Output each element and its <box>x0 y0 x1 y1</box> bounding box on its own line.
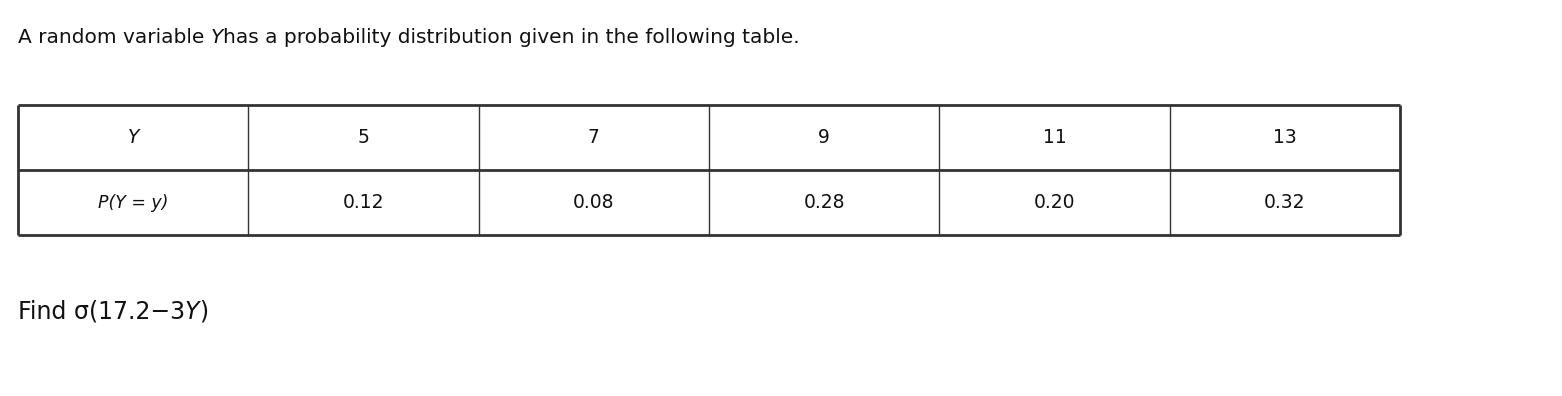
Text: has a probability distribution given in the following table.: has a probability distribution given in … <box>223 28 800 47</box>
Text: 9: 9 <box>818 128 829 147</box>
Text: σ: σ <box>73 300 89 324</box>
Text: 0.28: 0.28 <box>803 193 845 212</box>
Text: 0.32: 0.32 <box>1264 193 1306 212</box>
Text: 11: 11 <box>1042 128 1067 147</box>
Text: (17.2−3: (17.2−3 <box>89 300 184 324</box>
Text: 7: 7 <box>587 128 600 147</box>
Text: 5: 5 <box>358 128 370 147</box>
Text: Find: Find <box>19 300 73 324</box>
Text: Y: Y <box>128 128 139 147</box>
Text: 0.12: 0.12 <box>342 193 384 212</box>
Text: Y: Y <box>184 300 200 324</box>
Text: P(Y = y): P(Y = y) <box>98 194 169 211</box>
Text: 13: 13 <box>1273 128 1296 147</box>
Text: 0.08: 0.08 <box>573 193 614 212</box>
Text: A random variable: A random variable <box>19 28 211 47</box>
Text: 0.20: 0.20 <box>1034 193 1075 212</box>
Text: ): ) <box>200 300 208 324</box>
Text: Y: Y <box>211 28 223 47</box>
